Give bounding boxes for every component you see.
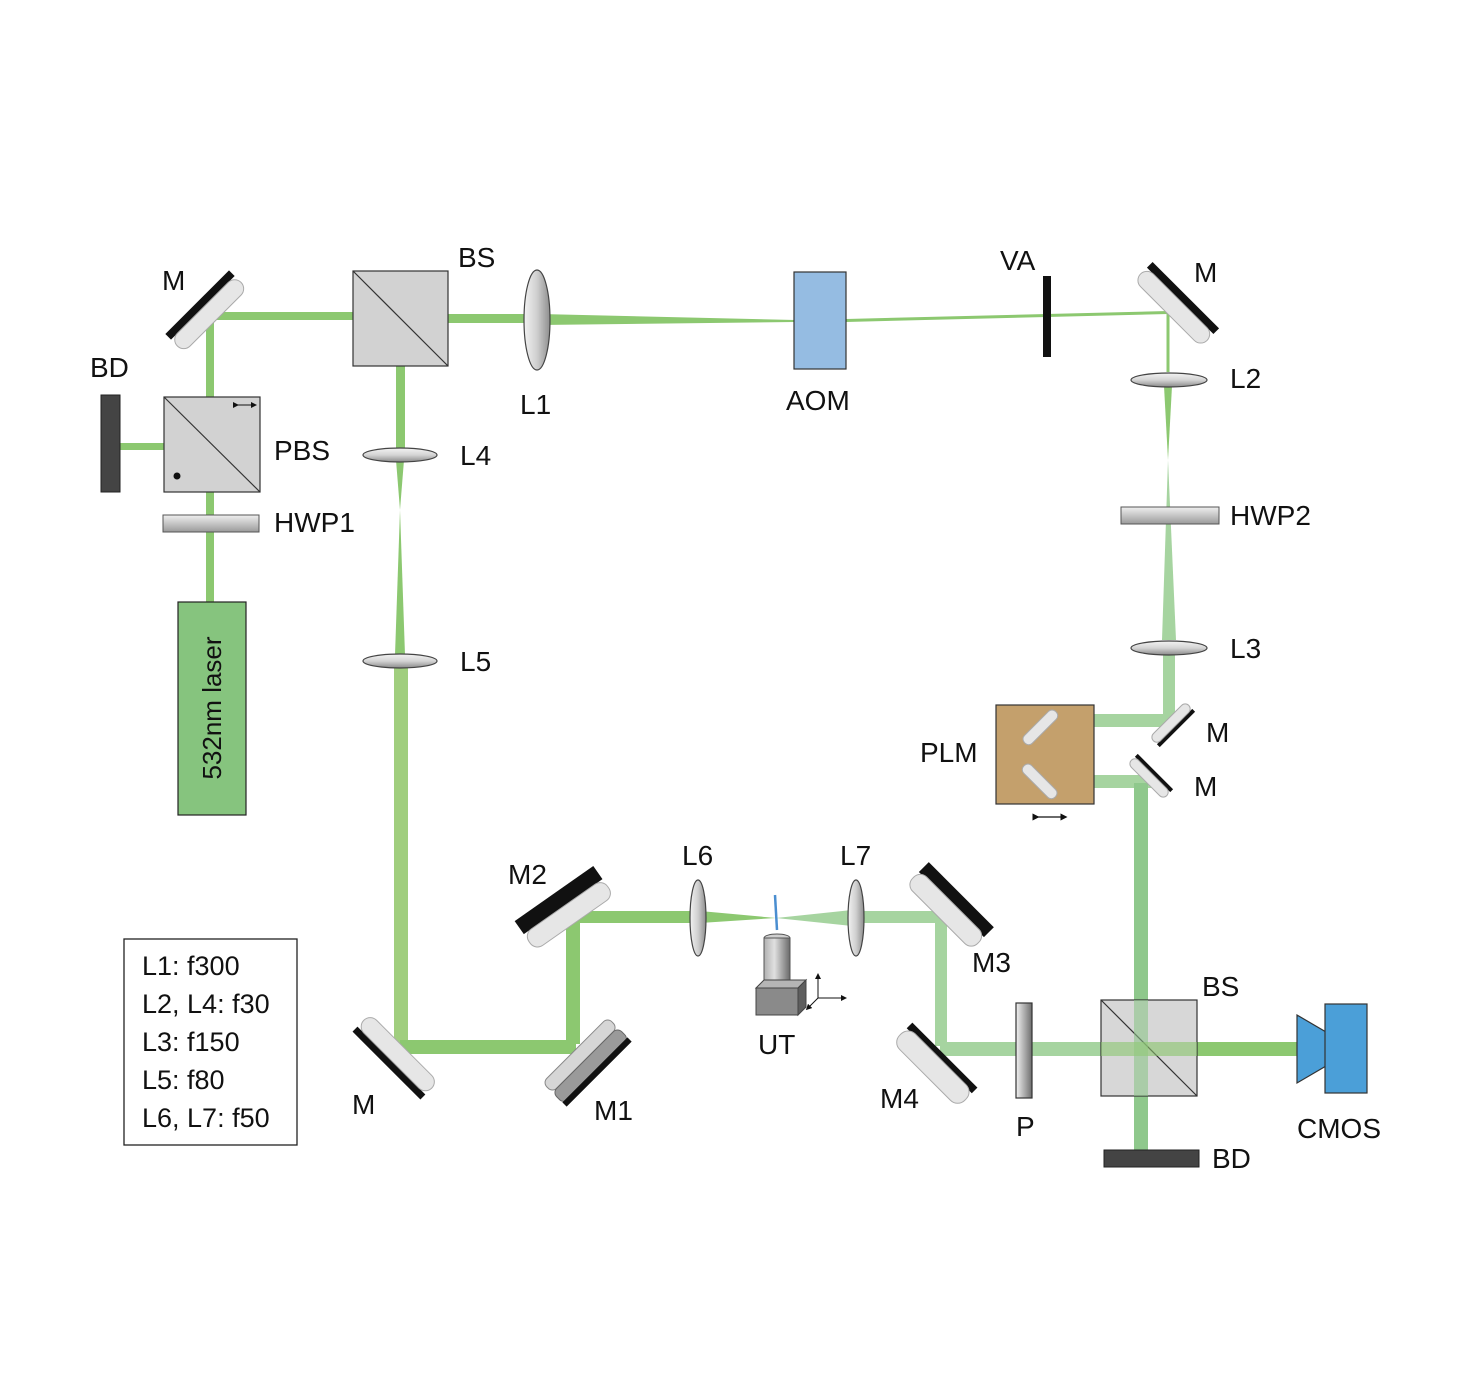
lens-l3 xyxy=(1130,640,1208,656)
aom-label: AOM xyxy=(786,385,850,416)
beam-l1-aom xyxy=(540,314,795,325)
l3-label: L3 xyxy=(1230,633,1261,664)
ut-base xyxy=(755,987,799,1016)
beam-bs-l1 xyxy=(448,314,528,323)
pbs-polarization-dot xyxy=(173,472,181,480)
aom-block xyxy=(793,271,847,370)
ut-label: UT xyxy=(758,1029,795,1060)
l1-label: L1 xyxy=(520,389,551,420)
beam-l7-m3 xyxy=(852,911,942,923)
cmos-label: CMOS xyxy=(1297,1113,1381,1144)
m-top-right-label: M xyxy=(1194,257,1217,288)
polarizer-p xyxy=(1015,1002,1033,1099)
legend-line-4: L5: f80 xyxy=(142,1065,225,1095)
lens-l6 xyxy=(689,879,707,957)
l2-label: L2 xyxy=(1230,363,1261,394)
m-plm-upper-label: M xyxy=(1206,717,1229,748)
l5-label: L5 xyxy=(460,646,491,677)
m3-label: M3 xyxy=(972,947,1011,978)
mirror-bottom-left xyxy=(352,1017,435,1100)
laser-source: 532nm laser xyxy=(177,601,247,816)
beam-l6-ut xyxy=(700,911,776,923)
beam-ut-l7 xyxy=(776,910,852,926)
beam-top-left xyxy=(206,312,356,320)
plm-mirror-lower xyxy=(1021,763,1058,800)
m-plm-lower-label: M xyxy=(1194,771,1217,802)
bs-bottom-cube xyxy=(1100,999,1198,1097)
beam-m-m1 xyxy=(400,1040,576,1054)
mirror-m2 xyxy=(514,866,611,948)
legend-line-1: L1: f300 xyxy=(142,951,240,981)
p-label: P xyxy=(1016,1111,1035,1142)
hwp2-plate xyxy=(1120,506,1220,525)
plm-label: PLM xyxy=(920,737,978,768)
bs-top-cube xyxy=(352,270,449,367)
beam-m1-m2 xyxy=(566,918,580,1044)
m-top-left-label: M xyxy=(162,265,185,296)
bs-top-label: BS xyxy=(458,242,495,273)
beam-m-bs xyxy=(1134,783,1148,1153)
laser-body xyxy=(177,601,247,816)
m-bottom-left-label: M xyxy=(352,1089,375,1120)
beam-m2-l6 xyxy=(570,911,696,923)
mirror-m4 xyxy=(896,1022,978,1104)
legend-line-3: L3: f150 xyxy=(142,1027,240,1057)
hwp1-plate xyxy=(162,514,260,533)
l7-label: L7 xyxy=(840,840,871,871)
bs-bottom-label: BS xyxy=(1202,971,1239,1002)
plm-module xyxy=(995,704,1095,821)
l4-label: L4 xyxy=(460,440,491,471)
beam-dump-bottom xyxy=(1103,1149,1200,1168)
m4-label: M4 xyxy=(880,1083,919,1114)
pbs-label: PBS xyxy=(274,435,330,466)
va-label: VA xyxy=(1000,245,1036,276)
m1-label: M1 xyxy=(594,1095,633,1126)
legend-line-2: L2, L4: f30 xyxy=(142,989,270,1019)
lens-l4 xyxy=(362,447,438,463)
beam-m3-m4 xyxy=(935,918,947,1046)
mirror-m1 xyxy=(544,1019,632,1107)
laser-label: 532nm laser xyxy=(197,636,227,779)
xyz-axes-icon xyxy=(805,973,847,1011)
m2-label: M2 xyxy=(508,859,547,890)
legend-line-5: L6, L7: f50 xyxy=(142,1103,270,1133)
lens-l2 xyxy=(1130,372,1208,388)
lens-l5 xyxy=(362,653,438,669)
mirror-m3 xyxy=(909,862,994,947)
beam-m4-bs xyxy=(940,1042,1145,1056)
beam-l3-m xyxy=(1163,652,1175,722)
beam-focus-l3 xyxy=(1162,460,1176,640)
beam-bs-l4 xyxy=(396,366,405,452)
ut-tip xyxy=(773,894,779,931)
mirror-plm-lower xyxy=(1129,753,1174,798)
lens-l1 xyxy=(523,269,551,371)
lens-legend: L1: f300 L2, L4: f30 L3: f150 L5: f80 L6… xyxy=(123,938,298,1146)
hwp1-label: HWP1 xyxy=(274,507,355,538)
variable-attenuator xyxy=(1043,276,1051,357)
beam-l5-m xyxy=(394,666,408,1046)
beam-l4-l5 xyxy=(396,460,404,510)
lens-l7 xyxy=(847,879,865,957)
ultrasound-transducer xyxy=(754,894,808,1017)
cmos-camera xyxy=(1296,1003,1368,1094)
plm-mirror-upper xyxy=(1022,709,1059,746)
beam-aom-m xyxy=(846,311,1168,322)
beam-focus-l5 xyxy=(395,510,405,655)
hwp2-label: HWP2 xyxy=(1230,500,1311,531)
pbs-cube xyxy=(163,396,261,493)
bd-bottom-label: BD xyxy=(1212,1143,1251,1174)
beam-l2-focus xyxy=(1164,386,1172,460)
mirror-top-left xyxy=(165,270,245,350)
mirror-plm-upper xyxy=(1151,703,1196,748)
beam-dump-left xyxy=(100,394,121,493)
mirror-top-right xyxy=(1137,261,1220,344)
bd-left-label: BD xyxy=(90,352,129,383)
l6-label: L6 xyxy=(682,840,713,871)
